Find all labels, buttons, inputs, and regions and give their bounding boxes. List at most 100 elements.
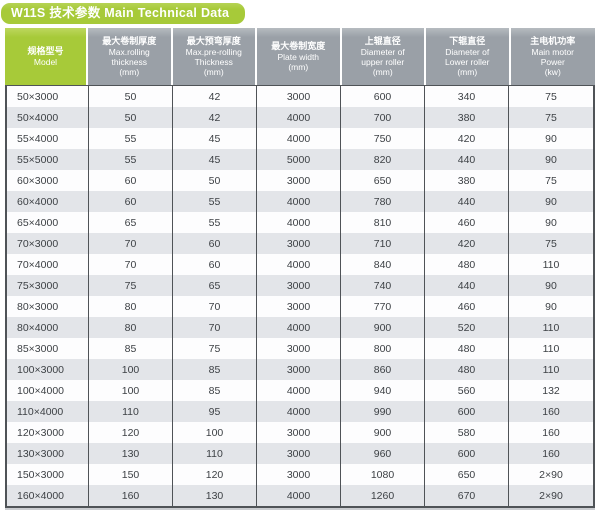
model-cell: 75×3000	[7, 275, 89, 296]
value-cell: 650	[341, 170, 425, 191]
table-row: 110×4000 110 95 4000 990 600 160	[7, 401, 593, 422]
table-row: 100×4000 100 85 4000 940 560 132	[7, 380, 593, 401]
value-cell: 70	[89, 254, 173, 275]
value-cell: 75	[545, 237, 557, 250]
value-cell: 600	[341, 86, 425, 107]
model-cell: 70×3000	[7, 233, 89, 254]
value-cell: 600	[425, 443, 509, 464]
value-cell: 110	[173, 443, 257, 464]
column-header-en-line: Lower roller	[445, 57, 490, 67]
table-row: 50×4000 50 42 4000 700 380 75	[7, 107, 593, 128]
model-cell: 100×4000	[7, 380, 89, 401]
table-row: 55×4000 55 45 4000 750 420 90	[7, 128, 593, 149]
value-cell: 132	[542, 384, 560, 397]
value-cell: 4000	[257, 401, 341, 422]
value-cell: 440	[425, 191, 509, 212]
column-header-en-line: thickness	[111, 57, 147, 67]
value-cell: 3000	[257, 338, 341, 359]
value-cell: 4000	[257, 107, 341, 128]
model-cell: 120×3000	[7, 422, 89, 443]
value-cell: 55	[173, 191, 257, 212]
value-cell: 65	[89, 212, 173, 233]
value-cell: 70	[89, 233, 173, 254]
value-cell: 3000	[257, 170, 341, 191]
column-header-3: 最大卷制宽度 Plate width (mm)	[257, 28, 342, 85]
value-cell: 710	[341, 233, 425, 254]
value-cell: 4000	[257, 485, 341, 506]
table-row: 130×3000 130 110 3000 960 600 160	[7, 443, 593, 464]
column-header-en-line: (mm)	[288, 62, 309, 72]
table-row: 60×4000 60 55 4000 780 440 90	[7, 191, 593, 212]
value-cell: 4000	[257, 128, 341, 149]
value-cell: 110	[542, 342, 560, 355]
value-cell: 2×90	[539, 489, 563, 502]
value-cell: 90	[545, 132, 557, 145]
table-row: 120×3000 120 100 3000 900 580 160	[7, 422, 593, 443]
value-cell: 4000	[257, 254, 341, 275]
model-cell: 55×4000	[7, 128, 89, 149]
table-row: 160×4000 160 130 4000 1260 670 2×90	[7, 485, 593, 506]
value-cell: 100	[89, 359, 173, 380]
value-cell: 960	[341, 443, 425, 464]
value-cell: 900	[341, 317, 425, 338]
value-cell: 65	[173, 275, 257, 296]
value-cell: 3000	[257, 464, 341, 485]
page-title: W11S 技术参数 Main Technical Data	[1, 3, 246, 24]
value-cell: 45	[173, 128, 257, 149]
column-header-en-line: Max.rolling	[108, 47, 150, 57]
value-cell: 860	[341, 359, 425, 380]
value-cell: 120	[173, 464, 257, 485]
value-cell: 650	[425, 464, 509, 485]
value-cell: 4000	[257, 212, 341, 233]
column-header-2: 最大预弯厚度 Max.pre-rolling Thickness (mm)	[172, 28, 257, 85]
column-header-en-line: (kw)	[544, 67, 561, 77]
model-cell: 100×3000	[7, 359, 89, 380]
value-cell: 4000	[257, 317, 341, 338]
column-header-cn: 下辊直径	[449, 36, 486, 46]
value-cell: 820	[341, 149, 425, 170]
table-row: 50×3000 50 42 3000 600 340 75	[7, 86, 593, 107]
value-cell: 60	[173, 254, 257, 275]
value-cell: 2×90	[539, 468, 563, 481]
value-cell: 80	[89, 296, 173, 317]
value-cell: 130	[173, 485, 257, 506]
value-cell: 50	[89, 86, 173, 107]
value-cell: 480	[425, 254, 509, 275]
table-row: 65×4000 65 55 4000 810 460 90	[7, 212, 593, 233]
table-row: 55×5000 55 45 5000 820 440 90	[7, 149, 593, 170]
column-header-1: 最大卷制厚度 Max.rolling thickness (mm)	[88, 28, 173, 85]
model-cell: 160×4000	[7, 485, 89, 506]
value-cell: 380	[425, 107, 509, 128]
column-header-en-line: upper roller	[361, 57, 405, 67]
value-cell: 480	[425, 359, 509, 380]
model-cell: 70×4000	[7, 254, 89, 275]
value-cell: 580	[425, 422, 509, 443]
table-row: 85×3000 85 75 3000 800 480 110	[7, 338, 593, 359]
value-cell: 90	[545, 153, 557, 166]
value-cell: 810	[341, 212, 425, 233]
column-header-cn: 规格型号	[27, 46, 64, 56]
value-cell: 160	[89, 485, 173, 506]
value-cell: 460	[425, 296, 509, 317]
value-cell: 80	[89, 317, 173, 338]
value-cell: 5000	[257, 149, 341, 170]
value-cell: 90	[545, 216, 557, 229]
value-cell: 160	[542, 405, 560, 418]
value-cell: 160	[542, 426, 560, 439]
value-cell: 3000	[257, 443, 341, 464]
value-cell: 740	[341, 275, 425, 296]
value-cell: 110	[542, 321, 560, 334]
value-cell: 85	[89, 338, 173, 359]
table-row: 60×3000 60 50 3000 650 380 75	[7, 170, 593, 191]
column-header-0: 规格型号 Model	[5, 28, 88, 85]
value-cell: 50	[173, 170, 257, 191]
value-cell: 4000	[257, 380, 341, 401]
model-cell: 80×3000	[7, 296, 89, 317]
column-header-4: 上辊直径 Diameter of upper roller (mm)	[341, 28, 426, 85]
column-header-en-line: Diameter of	[360, 47, 405, 57]
value-cell: 1260	[341, 485, 425, 506]
column-header-cn: 上辊直径	[364, 36, 401, 46]
table-body: 50×3000 50 42 3000 600 340 75 50×4000 50 42 4000 70…	[5, 85, 595, 508]
value-cell: 75	[545, 111, 557, 124]
value-cell: 70	[173, 296, 257, 317]
